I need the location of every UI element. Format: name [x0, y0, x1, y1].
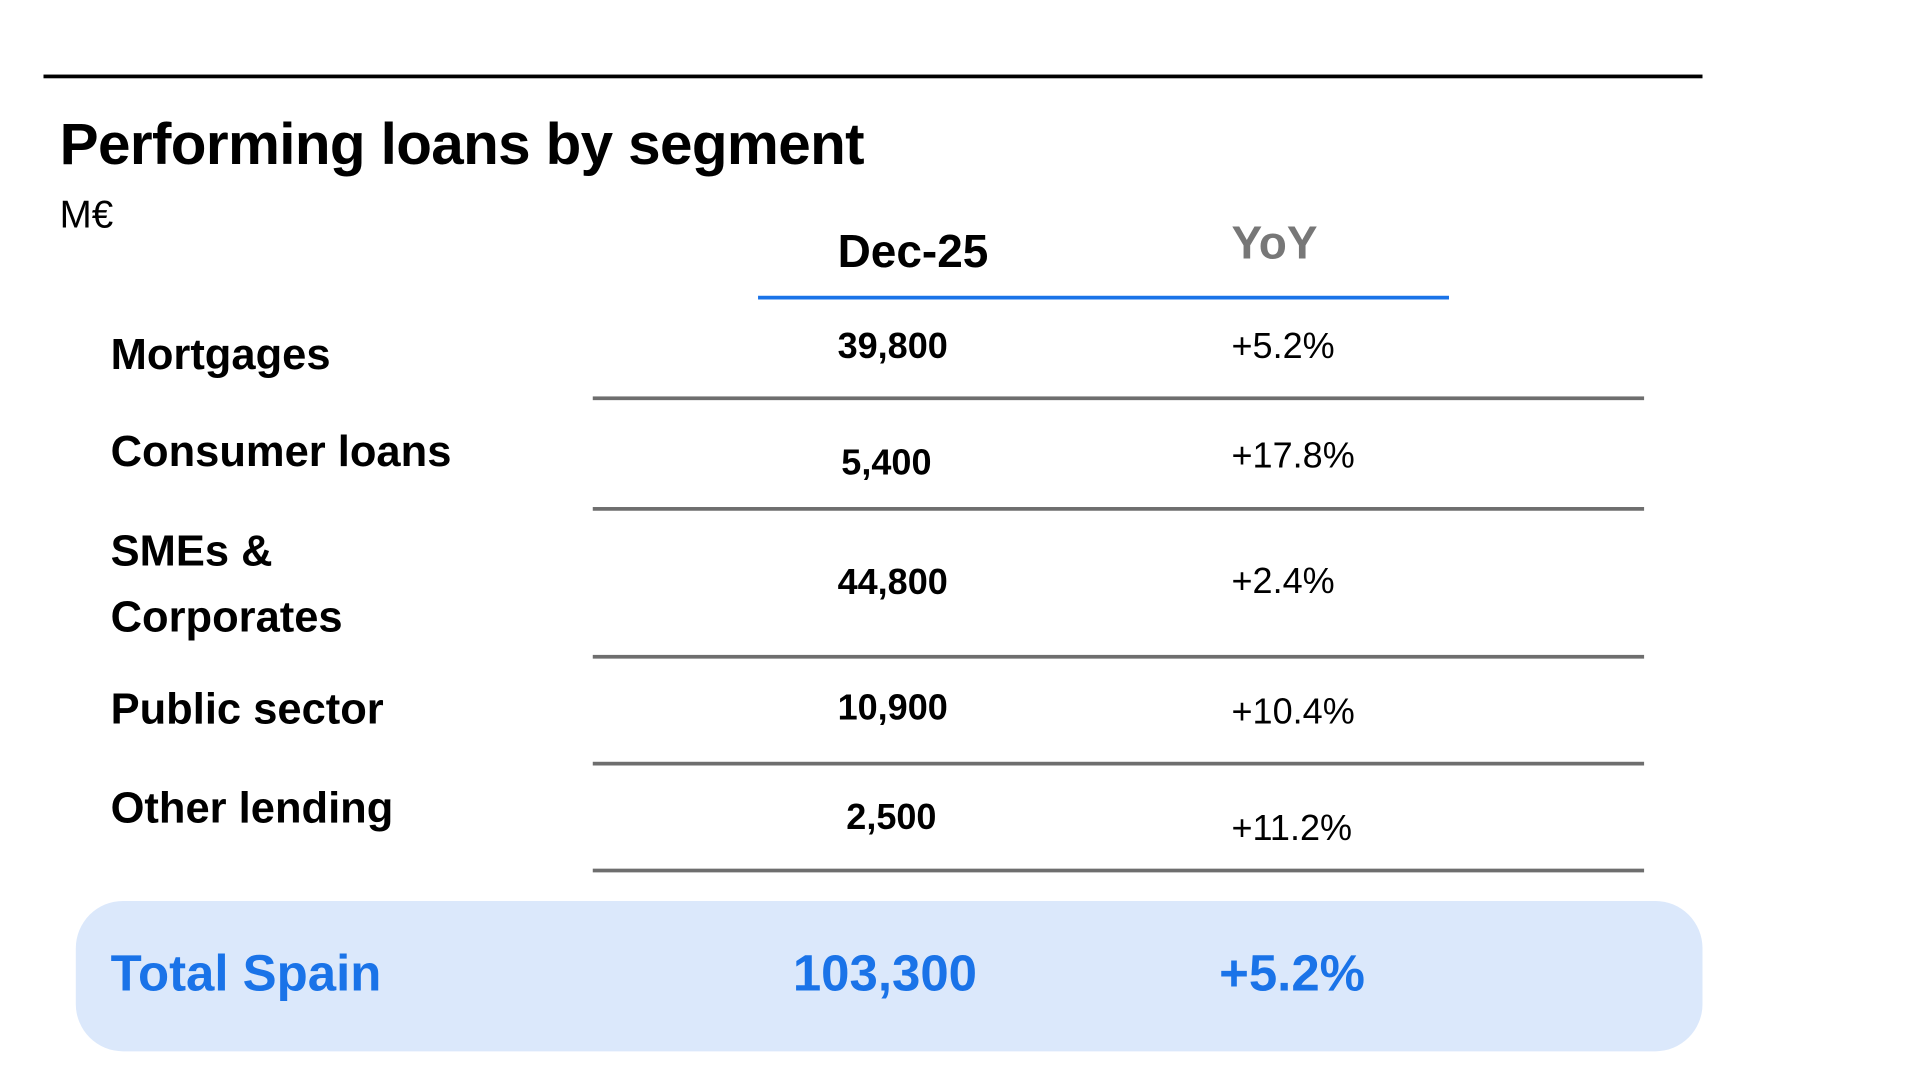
row-divider [592, 507, 1645, 511]
total-label: Total Spain [110, 944, 382, 1002]
row-yoy-consumer-loans: +17.8% [1231, 436, 1355, 476]
row-label-mortgages: Mortgages [110, 330, 331, 380]
row-value-mortgages: 39,800 [837, 326, 948, 367]
row-yoy-other-lending: +11.2% [1231, 808, 1353, 849]
column-header-yoy: YoY [1231, 217, 1318, 269]
page-title: Performing loans by segment [59, 110, 865, 177]
row-label-smes-corporates: SMEs & Corporates [110, 526, 343, 642]
row-label-consumer-loans: Consumer loans [110, 427, 452, 476]
row-divider [592, 654, 1645, 659]
row-yoy-mortgages: +5.2% [1231, 326, 1335, 367]
row-value-other-lending: 2,500 [846, 797, 937, 838]
row-label-public-sector: Public sector [110, 684, 384, 734]
row-value-consumer-loans: 5,400 [841, 443, 932, 484]
unit-label: M€ [59, 192, 114, 237]
row-divider [592, 868, 1645, 873]
row-yoy-public-sector: +10.4% [1231, 692, 1355, 732]
total-yoy: +5.2% [1219, 944, 1365, 1002]
row-value-smes-corporates: 44,800 [837, 562, 948, 603]
top-divider [43, 74, 1703, 79]
row-divider [592, 761, 1645, 766]
row-value-public-sector: 10,900 [837, 688, 948, 729]
total-value: 103,300 [792, 944, 978, 1002]
row-label-other-lending: Other lending [110, 784, 394, 833]
total-row [75, 900, 1703, 1052]
header-divider [758, 295, 1449, 300]
row-divider [592, 396, 1645, 401]
row-yoy-smes-corporates: +2.4% [1231, 561, 1335, 602]
column-header-dec-25: Dec-25 [837, 226, 989, 278]
